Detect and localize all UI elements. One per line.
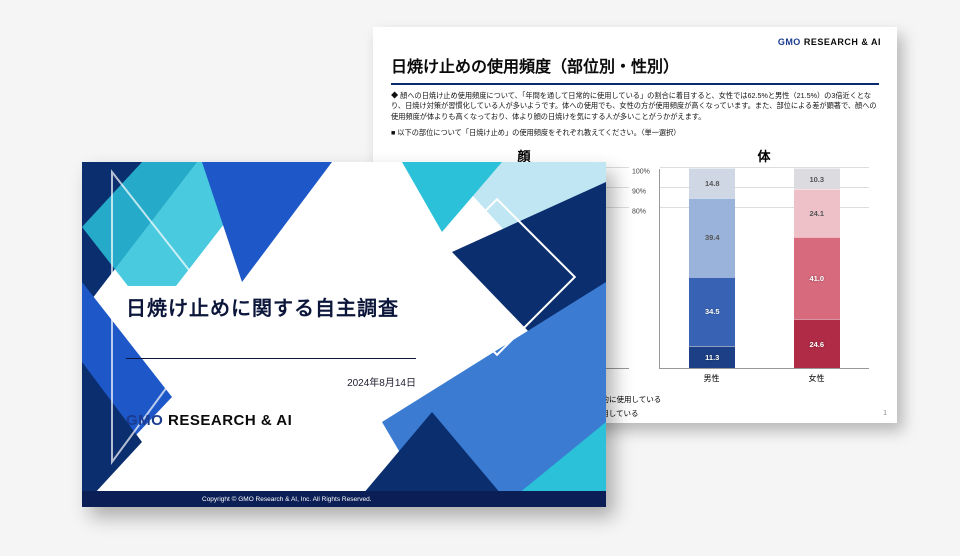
bar-segment: 39.4	[689, 198, 735, 277]
title-slide: 日焼け止めに関する自主調査 2024年8月14日 GMO RESEARCH & …	[82, 162, 606, 507]
bar-segment: 10.3	[794, 168, 840, 189]
report-title: 日焼け止めに関する自主調査	[126, 292, 466, 321]
segment-value: 24.6	[794, 320, 840, 368]
brand-gmo: GMO	[126, 412, 163, 429]
segment-value: 34.5	[689, 278, 735, 346]
geometric-bg	[82, 162, 606, 507]
segment-value: 24.1	[794, 190, 840, 237]
chart-group: 体100%90%80%11.334.539.414.824.641.024.11…	[659, 146, 869, 384]
segment-value: 14.8	[689, 169, 735, 198]
y-tick: 100%	[632, 169, 650, 176]
copyright-bar: Copyright © GMO Research & AI, Inc. All …	[82, 491, 606, 507]
x-axis-labels: 男性 女性	[659, 373, 869, 384]
brand-logo-front: GMO RESEARCH & AI	[126, 412, 292, 429]
bar-column: 11.334.539.414.8	[689, 168, 735, 368]
brand-logo-back: GMO RESEARCH & AI	[778, 37, 881, 47]
segment-value: 39.4	[689, 199, 735, 277]
bar-segment: 24.6	[794, 319, 840, 368]
title-divider	[391, 83, 879, 85]
report-date: 2024年8月14日	[347, 374, 416, 389]
segment-value: 11.3	[689, 347, 735, 369]
segment-value: 10.3	[794, 169, 840, 189]
chart-slide-description: ◆ 顔への日焼け止め使用頻度について、「年間を通して日常的に使用している」の割合…	[391, 91, 879, 122]
y-tick: 90%	[632, 189, 646, 196]
bar-column: 24.641.024.110.3	[794, 168, 840, 368]
segment-value: 41.0	[794, 238, 840, 319]
bar-segment: 14.8	[689, 168, 735, 198]
chart-slide-title: 日焼け止めの使用頻度（部位別・性別）	[391, 53, 879, 77]
bar-segment: 34.5	[689, 277, 735, 346]
chart-area: 100%90%80%11.334.539.414.824.641.024.110…	[659, 169, 869, 369]
x-label: 女性	[809, 373, 825, 384]
bar-segment: 24.1	[794, 189, 840, 237]
x-label: 男性	[704, 373, 720, 384]
chart-group-label: 体	[659, 146, 869, 165]
chart-slide-question: 以下の部位について「日焼け止め」の使用頻度をそれぞれ教えてください。（単一選択）	[391, 128, 879, 138]
page-number: 1	[883, 410, 887, 417]
y-tick: 80%	[632, 209, 646, 216]
title-underline	[126, 358, 416, 359]
brand-rest: RESEARCH & AI	[801, 37, 881, 47]
bars-container: 11.334.539.414.8 24.641.024.110.3	[660, 169, 869, 368]
brand-rest: RESEARCH & AI	[163, 412, 292, 429]
brand-gmo: GMO	[778, 37, 801, 47]
title-box: 日焼け止めに関する自主調査	[126, 286, 466, 327]
bar-segment: 41.0	[794, 237, 840, 319]
bar-segment: 11.3	[689, 346, 735, 369]
